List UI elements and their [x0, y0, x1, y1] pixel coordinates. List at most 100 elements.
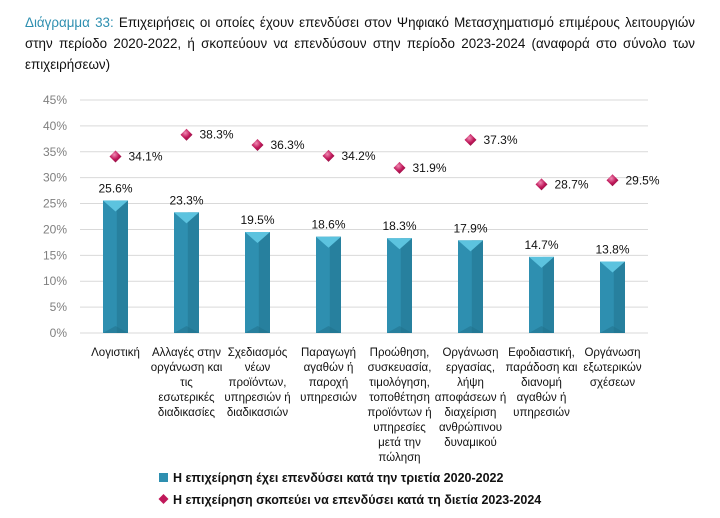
x-category-label: Οργάνωση εργασίας, λήψη αποφάσεων ή διαχείρι…: [435, 347, 506, 449]
x-axis-categories: Λογιστική Αλλαγές στην οργάνωση και τις εσωτ…: [91, 347, 642, 464]
bar: [529, 256, 554, 333]
diamond-marker: [109, 150, 122, 163]
y-tick-label: 40%: [43, 119, 67, 133]
legend-item-bars: Η επιχείρηση έχει επενδύσει κατά την τρι…: [159, 471, 504, 485]
y-tick-label: 10%: [43, 274, 67, 288]
bar: [600, 261, 625, 333]
bar-data-label: 18.3%: [382, 219, 416, 233]
legend: Η επιχείρηση έχει επενδύσει κατά την τρι…: [158, 471, 541, 507]
bar-data-label: 13.8%: [595, 243, 629, 257]
bar-shade: [400, 238, 412, 333]
x-category-line: Οργάνωση: [442, 347, 498, 359]
x-category-line: εσωτερικές: [158, 392, 215, 404]
marker-series: [109, 128, 619, 191]
x-category-line: νέων: [245, 362, 271, 374]
bar-bevel-top: [600, 261, 625, 273]
legend-bar-swatch: [159, 473, 168, 482]
diamond-marker: [180, 128, 193, 141]
legend-marker-swatch: [158, 494, 169, 504]
x-category-label: Λογιστική: [91, 347, 140, 359]
x-category-line: αγαθών ή: [517, 392, 567, 404]
x-category-line: οργάνωση και: [151, 362, 223, 374]
caption-text: Επιχειρήσεις οι οποίες έχουν επενδύσει σ…: [25, 15, 695, 72]
bar-bevel-bottom: [174, 326, 199, 333]
x-category-line: υπηρεσιών: [300, 392, 357, 404]
marker-data-labels: 34.1% 38.3% 36.3% 34.2% 31.9% 37.3% 28.7% 29.5%: [129, 128, 660, 192]
bar-bevel-top: [458, 240, 483, 252]
bar-shade: [329, 236, 341, 333]
bar-body: [316, 236, 341, 333]
y-tick-label: 30%: [43, 171, 67, 185]
bar-shade: [187, 212, 199, 333]
bar: [103, 200, 128, 333]
bar-body: [245, 232, 270, 333]
diamond-marker: [464, 133, 477, 146]
x-category-line: αποφάσεων ή: [435, 392, 506, 404]
x-category-label: Αλλαγές στην οργάνωση και τις εσωτερικές δια…: [151, 347, 223, 419]
x-category-line: Αλλαγές στην: [152, 347, 221, 359]
x-category-label: Παραγωγή αγαθών ή παροχή υπηρεσιών: [300, 347, 357, 404]
bar-bevel-bottom: [103, 326, 128, 333]
x-category-line: σχέσεων: [590, 377, 635, 389]
diamond-marker: [535, 178, 548, 191]
bar-body: [529, 256, 554, 333]
bar: [174, 212, 199, 333]
x-category-line: υπηρεσιών ή: [224, 392, 290, 404]
y-tick-label: 25%: [43, 197, 67, 211]
x-category-line: διαδικασιών: [227, 407, 288, 419]
bar-bevel-top: [103, 200, 128, 212]
y-tick-label: 20%: [43, 222, 67, 236]
legend-bar-label: Η επιχείρηση έχει επενδύσει κατά την τρι…: [173, 471, 504, 485]
bar-bevel-top: [316, 236, 341, 248]
bar-body: [600, 261, 625, 333]
x-category-line: παροχή: [309, 377, 348, 389]
caption-label: Διάγραμμα 33:: [25, 15, 114, 30]
y-tick-label: 5%: [50, 300, 68, 314]
x-category-line: συσκευασία,: [368, 362, 432, 374]
marker-data-label: 28.7%: [555, 177, 589, 191]
marker-data-label: 34.1%: [129, 149, 163, 163]
x-category-line: υπηρεσίες: [373, 422, 426, 434]
x-category-line: Εφοδιαστική,: [508, 347, 575, 359]
bar-data-label: 18.6%: [311, 218, 345, 232]
x-category-line: διαδικασίες: [158, 407, 216, 419]
legend-item-markers: Η επιχείρηση σκοπεύει να επενδύσει κατά …: [158, 493, 541, 507]
bar-data-label: 19.5%: [240, 213, 274, 227]
x-category-line: δυναμικού: [444, 437, 497, 449]
marker-data-label: 36.3%: [271, 138, 305, 152]
bar-bevel-bottom: [387, 326, 412, 333]
marker-data-label: 37.3%: [484, 133, 518, 147]
y-tick-label: 15%: [43, 248, 67, 262]
x-category-line: μετά την: [378, 437, 421, 449]
x-category-line: ανθρώπινου: [439, 422, 502, 434]
x-category-line: υπηρεσιών: [513, 407, 570, 419]
x-category-line: τοποθέτηση: [369, 392, 430, 404]
diamond-marker: [322, 149, 335, 162]
x-category-line: διανομή: [521, 377, 562, 389]
y-tick-label: 0%: [50, 326, 68, 340]
bar-bevel-top: [387, 238, 412, 250]
x-category-line: πώληση: [378, 452, 420, 464]
x-category-line: διαχείριση: [445, 407, 497, 419]
bar-shade: [116, 200, 128, 333]
bar-bevel-bottom: [245, 326, 270, 333]
x-category-label: Προώθηση, συσκευασία, τιμολόγηση, τοποθέτησ…: [367, 347, 431, 464]
bar-bevel-bottom: [316, 326, 341, 333]
x-category-line: εργασίας,: [446, 362, 495, 374]
bar-body: [174, 212, 199, 333]
x-category-line: λήψη: [457, 377, 484, 389]
x-category-line: προϊόντων ή: [367, 407, 431, 419]
bar-bevel-bottom: [600, 326, 625, 333]
diamond-marker: [251, 139, 264, 152]
bar-data-label: 14.7%: [524, 238, 558, 252]
y-tick-label: 45%: [43, 93, 67, 107]
bar-body: [103, 200, 128, 333]
bar-shade: [258, 232, 270, 333]
bar-shade: [471, 240, 483, 333]
bar-data-label: 23.3%: [169, 193, 203, 207]
x-category-line: εξωτερικών: [583, 362, 641, 374]
x-category-line: Προώθηση,: [370, 347, 430, 359]
gridlines: [80, 99, 648, 334]
bar-body: [387, 238, 412, 333]
